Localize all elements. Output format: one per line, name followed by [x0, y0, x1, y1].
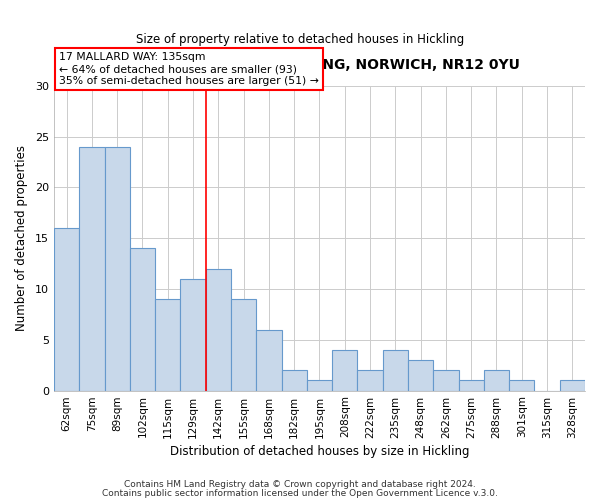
X-axis label: Distribution of detached houses by size in Hickling: Distribution of detached houses by size … — [170, 444, 469, 458]
Bar — [307, 380, 332, 390]
Bar — [281, 370, 307, 390]
Bar — [130, 248, 155, 390]
Text: Contains public sector information licensed under the Open Government Licence v.: Contains public sector information licen… — [102, 488, 498, 498]
Text: Contains HM Land Registry data © Crown copyright and database right 2024.: Contains HM Land Registry data © Crown c… — [124, 480, 476, 489]
Title: 17, MALLARD WAY, HICKLING, NORWICH, NR12 0YU: 17, MALLARD WAY, HICKLING, NORWICH, NR12… — [119, 58, 520, 72]
Y-axis label: Number of detached properties: Number of detached properties — [15, 145, 28, 331]
Bar — [458, 380, 484, 390]
Text: Size of property relative to detached houses in Hickling: Size of property relative to detached ho… — [136, 32, 464, 46]
Bar — [560, 380, 585, 390]
Bar — [484, 370, 509, 390]
Bar — [181, 279, 206, 390]
Bar — [408, 360, 433, 390]
Bar — [54, 228, 79, 390]
Bar — [332, 350, 358, 391]
Bar — [104, 146, 130, 390]
Bar — [383, 350, 408, 391]
Bar — [79, 146, 104, 390]
Bar — [433, 370, 458, 390]
Bar — [206, 268, 231, 390]
Bar — [358, 370, 383, 390]
Bar — [256, 330, 281, 390]
Bar — [155, 299, 181, 390]
Text: 17 MALLARD WAY: 135sqm
← 64% of detached houses are smaller (93)
35% of semi-det: 17 MALLARD WAY: 135sqm ← 64% of detached… — [59, 52, 319, 86]
Bar — [509, 380, 535, 390]
Bar — [231, 299, 256, 390]
